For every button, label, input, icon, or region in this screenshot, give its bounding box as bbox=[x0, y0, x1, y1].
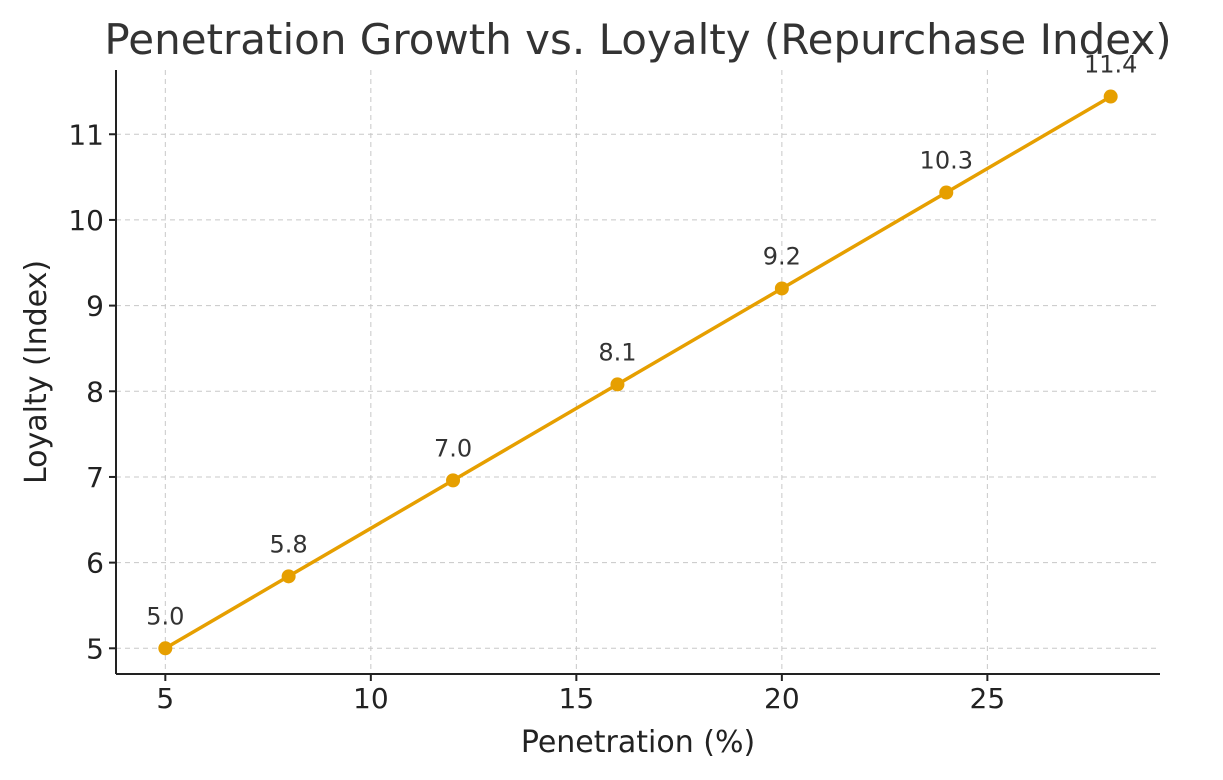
data-label: 7.0 bbox=[434, 434, 472, 462]
data-point bbox=[774, 281, 789, 296]
y-tick-label: 6 bbox=[86, 547, 104, 580]
data-point bbox=[446, 473, 461, 488]
data-label: 11.4 bbox=[1084, 51, 1137, 79]
x-tick-label: 20 bbox=[764, 682, 800, 715]
y-axis-label: Loyalty (Index) bbox=[19, 260, 54, 484]
ticks: 5 10 15 20 25 5 6 7 8 9 10 11 bbox=[68, 118, 1005, 715]
data-label: 5.0 bbox=[146, 602, 184, 630]
data-label: 5.8 bbox=[270, 530, 308, 558]
series-line bbox=[164, 95, 1112, 650]
data-label: 10.3 bbox=[920, 147, 973, 175]
data-point bbox=[281, 569, 296, 584]
data-label: 8.1 bbox=[598, 338, 636, 366]
y-tick-label: 10 bbox=[68, 204, 104, 237]
chart-title: Penetration Growth vs. Loyalty (Repurcha… bbox=[104, 15, 1171, 64]
x-tick-label: 5 bbox=[156, 682, 174, 715]
data-point bbox=[610, 377, 625, 392]
y-tick-label: 7 bbox=[86, 461, 104, 494]
data-point bbox=[939, 185, 954, 200]
x-tick-label: 25 bbox=[970, 682, 1006, 715]
y-tick-label: 8 bbox=[86, 375, 104, 408]
data-label: 9.2 bbox=[763, 242, 801, 270]
y-tick-label: 9 bbox=[86, 290, 104, 323]
x-tick-label: 15 bbox=[559, 682, 595, 715]
x-axis-label: Penetration (%) bbox=[521, 725, 755, 760]
grid bbox=[116, 70, 1160, 674]
series-loyalty: 5.0 5.8 7.0 8.1 9.2 10.3 11.4 bbox=[146, 51, 1137, 656]
data-point bbox=[1103, 89, 1118, 104]
axes bbox=[115, 70, 1160, 675]
y-tick-label: 11 bbox=[68, 118, 104, 151]
x-tick-label: 10 bbox=[353, 682, 389, 715]
y-tick-label: 5 bbox=[86, 632, 104, 665]
data-point bbox=[158, 641, 173, 656]
